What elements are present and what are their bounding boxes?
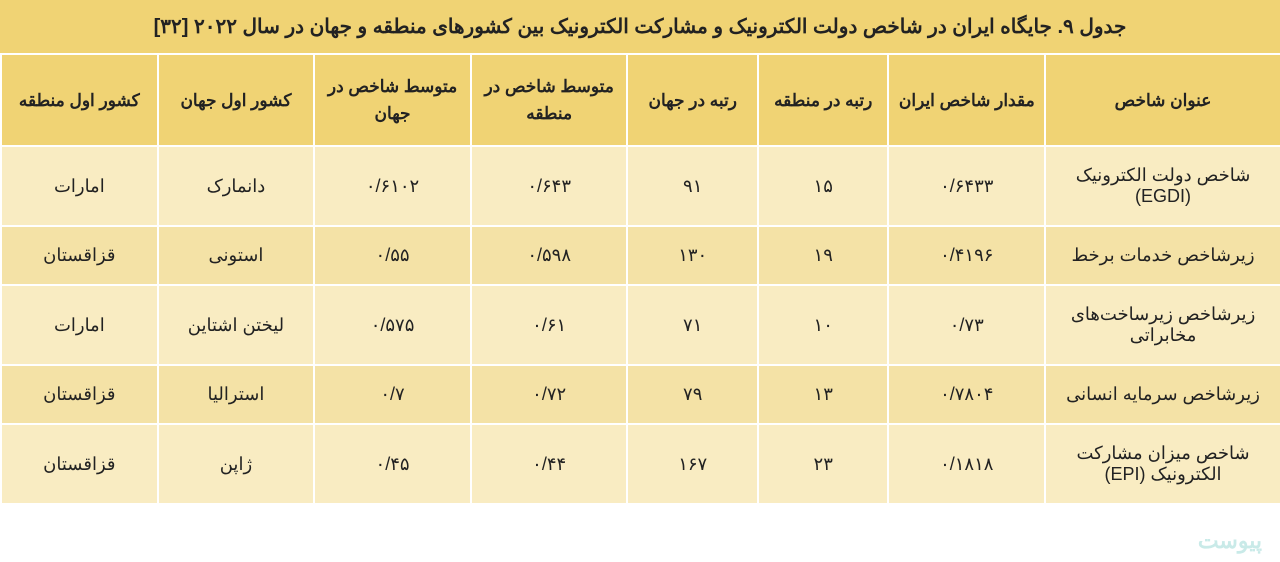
cell: ۰/۶۴۳۳ [888, 146, 1045, 226]
cell: ۰/۶۴۳ [471, 146, 628, 226]
header-row: عنوان شاخص مقدار شاخص ایران رتبه در منطق… [1, 55, 1280, 146]
table-row: شاخص میزان مشارکت الکترونیک (EPI) ۰/۱۸۱۸… [1, 424, 1280, 504]
cell: ۷۹ [627, 365, 758, 424]
cell: ۰/۱۸۱۸ [888, 424, 1045, 504]
cell: ۱۳ [758, 365, 889, 424]
cell: استرالیا [158, 365, 315, 424]
cell: قزاقستان [1, 226, 158, 285]
cell: ۰/۴۱۹۶ [888, 226, 1045, 285]
cell: ۹۱ [627, 146, 758, 226]
cell: ۱۳۰ [627, 226, 758, 285]
cell: ۷۱ [627, 285, 758, 365]
cell: ۲۳ [758, 424, 889, 504]
cell: ۰/۵۹۸ [471, 226, 628, 285]
cell: ۰/۴۵ [314, 424, 471, 504]
cell: ۱۰ [758, 285, 889, 365]
cell: ۰/۴۴ [471, 424, 628, 504]
cell: دانمارک [158, 146, 315, 226]
cell: ۰/۵۵ [314, 226, 471, 285]
cell: زیرشاخص خدمات برخط [1045, 226, 1280, 285]
watermark: پیوست [1198, 528, 1262, 554]
cell: ۰/۷۳ [888, 285, 1045, 365]
cell: امارات [1, 285, 158, 365]
data-table: عنوان شاخص مقدار شاخص ایران رتبه در منطق… [0, 55, 1280, 505]
cell: ۰/۷۸۰۴ [888, 365, 1045, 424]
cell: قزاقستان [1, 365, 158, 424]
cell: ۰/۵۷۵ [314, 285, 471, 365]
table-row: زیرشاخص سرمایه انسانی ۰/۷۸۰۴ ۱۳ ۷۹ ۰/۷۲ … [1, 365, 1280, 424]
table-row: شاخص دولت الکترونیک (EGDI) ۰/۶۴۳۳ ۱۵ ۹۱ … [1, 146, 1280, 226]
cell: ۱۹ [758, 226, 889, 285]
cell: امارات [1, 146, 158, 226]
cell: لیختن اشتاین [158, 285, 315, 365]
col-header: رتبه در منطقه [758, 55, 889, 146]
cell: ۰/۷۲ [471, 365, 628, 424]
cell: ۰/۷ [314, 365, 471, 424]
col-header: عنوان شاخص [1045, 55, 1280, 146]
table-title: جدول ۹. جایگاه ایران در شاخص دولت الکترو… [0, 0, 1280, 55]
table-row: زیرشاخص زیرساخت‌های مخابراتی ۰/۷۳ ۱۰ ۷۱ … [1, 285, 1280, 365]
cell: زیرشاخص سرمایه انسانی [1045, 365, 1280, 424]
table-container: جدول ۹. جایگاه ایران در شاخص دولت الکترو… [0, 0, 1280, 505]
cell: ۱۶۷ [627, 424, 758, 504]
col-header: متوسط شاخص در منطقه [471, 55, 628, 146]
cell: ۰/۶۱۰۲ [314, 146, 471, 226]
cell: قزاقستان [1, 424, 158, 504]
col-header: کشور اول جهان [158, 55, 315, 146]
table-row: زیرشاخص خدمات برخط ۰/۴۱۹۶ ۱۹ ۱۳۰ ۰/۵۹۸ ۰… [1, 226, 1280, 285]
cell: ۰/۶۱ [471, 285, 628, 365]
col-header: مقدار شاخص ایران [888, 55, 1045, 146]
col-header: رتبه در جهان [627, 55, 758, 146]
col-header: کشور اول منطقه [1, 55, 158, 146]
col-header: متوسط شاخص در جهان [314, 55, 471, 146]
cell: استونی [158, 226, 315, 285]
cell: ژاپن [158, 424, 315, 504]
cell: ۱۵ [758, 146, 889, 226]
cell: شاخص میزان مشارکت الکترونیک (EPI) [1045, 424, 1280, 504]
cell: شاخص دولت الکترونیک (EGDI) [1045, 146, 1280, 226]
cell: زیرشاخص زیرساخت‌های مخابراتی [1045, 285, 1280, 365]
